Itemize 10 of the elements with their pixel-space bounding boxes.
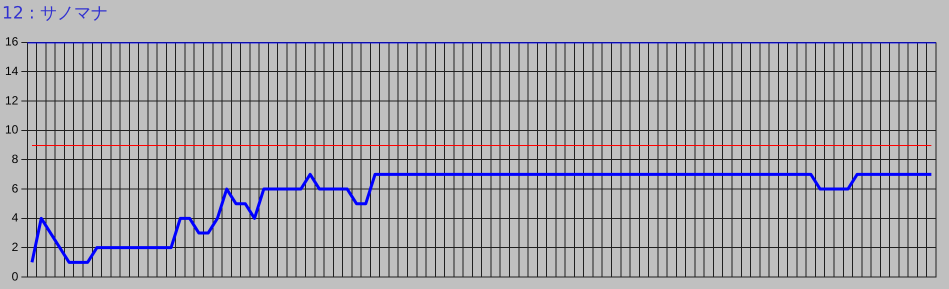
y-tick-label: 16 [4,34,19,49]
y-tick-label: 0 [12,269,19,284]
y-tick-label: 12 [4,93,19,108]
y-tick-label: 2 [12,240,19,254]
y-tick-label: 6 [12,181,19,196]
y-tick-label: 8 [12,152,19,166]
chart-title: 12 : サノマナ [2,4,108,24]
y-tick-label: 4 [12,210,19,225]
y-tick-label: 14 [4,64,19,78]
y-tick-label: 10 [4,122,19,137]
